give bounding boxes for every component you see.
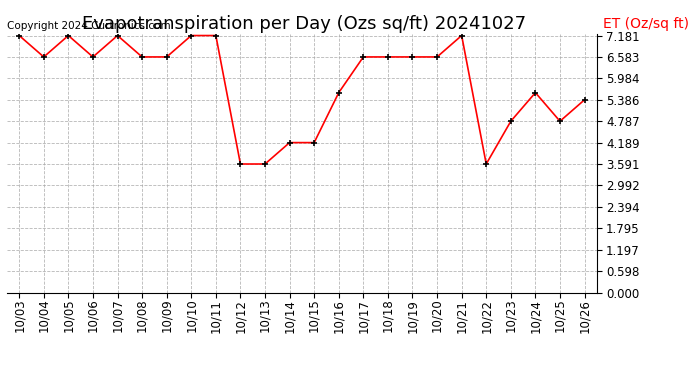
- Text: Evapotranspiration per Day (Ozs sq/ft) 20241027: Evapotranspiration per Day (Ozs sq/ft) 2…: [81, 15, 526, 33]
- Text: ET (Oz/sq ft): ET (Oz/sq ft): [603, 17, 689, 31]
- Text: Copyright 2024 Curtronics.com: Copyright 2024 Curtronics.com: [7, 21, 170, 31]
